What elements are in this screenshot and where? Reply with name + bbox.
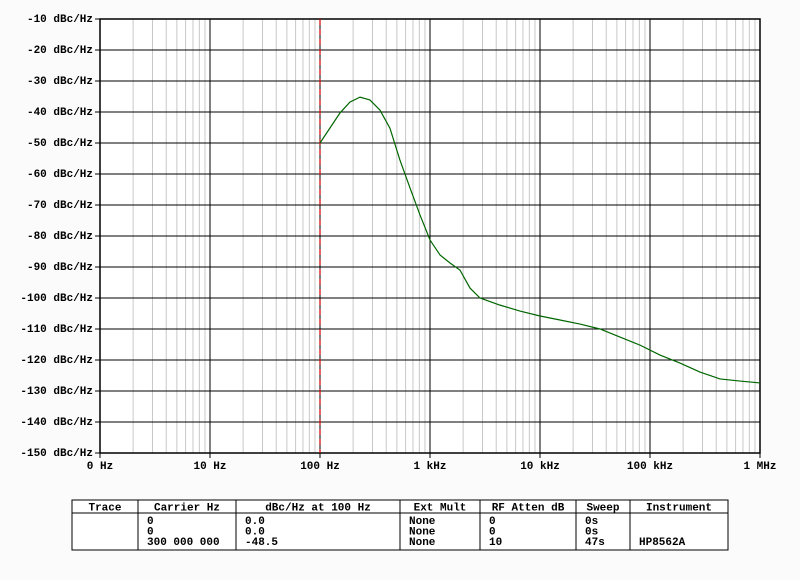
table-cell: 47s bbox=[585, 537, 605, 549]
plot-border bbox=[99, 18, 761, 454]
table-cell: 0 bbox=[489, 526, 496, 538]
table-cell: HP8562A bbox=[639, 537, 686, 549]
x-tick-label: 0 Hz bbox=[87, 461, 113, 473]
x-tick-label: 10 Hz bbox=[193, 461, 226, 473]
y-tick-label: -90 dBc/Hz bbox=[27, 262, 93, 274]
trace-line bbox=[319, 96, 761, 384]
x-tick-label: 100 Hz bbox=[300, 461, 340, 473]
table-cell: 300 000 000 bbox=[147, 537, 220, 549]
table-header: Instrument bbox=[646, 502, 712, 514]
table-header: Carrier Hz bbox=[154, 502, 220, 514]
table-header: Trace bbox=[88, 502, 121, 514]
y-tick-label: -80 dBc/Hz bbox=[27, 231, 93, 243]
table-header: dBc/Hz at 100 Hz bbox=[265, 502, 371, 514]
y-tick-label: -20 dBc/Hz bbox=[27, 45, 93, 57]
y-tick-label: -70 dBc/Hz bbox=[27, 200, 93, 212]
y-tick-label: -140 dBc/Hz bbox=[20, 417, 93, 429]
y-tick-label: -30 dBc/Hz bbox=[27, 76, 93, 88]
table-cell: None bbox=[409, 516, 436, 528]
x-tick-label: 1 MHz bbox=[743, 461, 776, 473]
table-header: RF Atten dB bbox=[492, 502, 565, 514]
table-cell: 0 bbox=[147, 516, 154, 528]
table-cell: 0 bbox=[147, 526, 154, 538]
table-header: Ext Mult bbox=[414, 502, 467, 514]
y-tick-label: -150 dBc/Hz bbox=[20, 448, 93, 460]
y-tick-label: -120 dBc/Hz bbox=[20, 355, 93, 367]
table-cell: None bbox=[409, 526, 436, 538]
table-cell: 0s bbox=[585, 526, 598, 538]
y-tick-label: -110 dBc/Hz bbox=[20, 324, 93, 336]
table-cell: 0.0 bbox=[245, 516, 265, 528]
table-cell: 10 bbox=[489, 537, 502, 549]
y-tick-label: -10 dBc/Hz bbox=[27, 14, 93, 26]
x-tick-label: 1 kHz bbox=[413, 461, 446, 473]
table-cell: 0.0 bbox=[245, 526, 265, 538]
y-tick-label: -100 dBc/Hz bbox=[20, 293, 93, 305]
table-cell: None bbox=[409, 537, 436, 549]
table-cell: -48.5 bbox=[245, 537, 278, 549]
y-tick-label: -130 dBc/Hz bbox=[20, 386, 93, 398]
y-tick-label: -60 dBc/Hz bbox=[27, 169, 93, 181]
y-tick-label: -50 dBc/Hz bbox=[27, 138, 93, 150]
table-cell: 0 bbox=[489, 516, 496, 528]
table-cell: 0s bbox=[585, 516, 598, 528]
table-header: Sweep bbox=[586, 502, 619, 514]
y-tick-label: -40 dBc/Hz bbox=[27, 107, 93, 119]
x-tick-label: 100 kHz bbox=[627, 461, 673, 473]
x-tick-label: 10 kHz bbox=[520, 461, 560, 473]
